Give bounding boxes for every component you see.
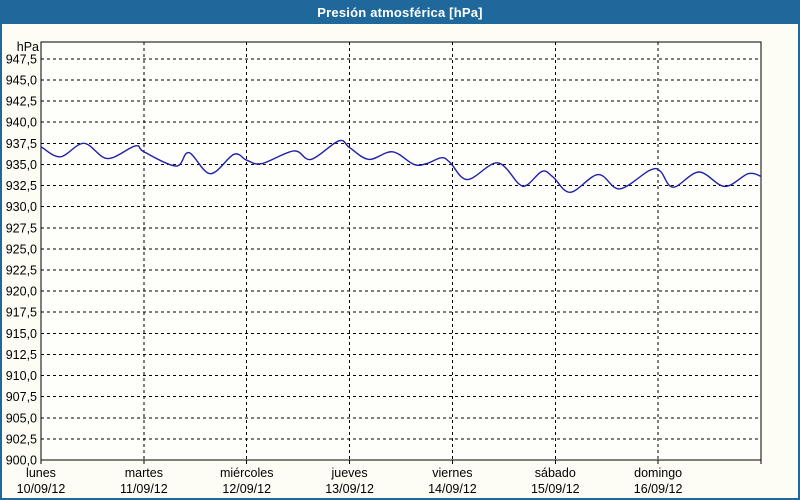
x-date-label: 10/09/12 [17,482,66,496]
chart-title: Presión atmosférica [hPa] [317,5,483,20]
x-day-name-label: viernes [432,466,472,480]
y-tick-label: 922,5 [6,264,37,278]
y-tick-label: 915,0 [6,327,37,341]
plot-background [41,42,761,460]
y-tick-label: 932,5 [6,179,37,193]
plot-border [40,41,762,461]
y-tick-label: 917,5 [6,306,37,320]
y-tick-label: 947,5 [6,52,37,66]
y-tick-label: 945,0 [6,74,37,88]
x-date-label: 14/09/12 [428,482,477,496]
y-tick-label: 910,0 [6,369,37,383]
x-day-name-label: martes [125,466,163,480]
x-day-name-label: sábado [535,466,576,480]
x-date-label: 15/09/12 [531,482,580,496]
y-axis-unit-label: hPa [16,40,39,54]
y-tick-label: 925,0 [6,242,37,256]
y-tick-label: 940,0 [6,116,37,130]
x-date-label: 12/09/12 [222,482,271,496]
y-tick-label: 920,0 [6,285,37,299]
y-tick-label: 935,0 [6,158,37,172]
y-tick-label: 900,0 [6,454,37,468]
pressure-curve [40,139,762,194]
y-tick-label: 912,5 [6,348,37,362]
y-tick-label: 907,5 [6,390,37,404]
x-day-name-label: lunes [26,466,56,480]
y-tick-label: 927,5 [6,221,37,235]
x-day-name-label: jueves [331,466,368,480]
y-tick-label: 942,5 [6,95,37,109]
y-tick-label: 937,5 [6,137,37,151]
x-date-label: 13/09/12 [325,482,374,496]
chart-title-bar: Presión atmosférica [hPa] [2,2,798,24]
y-tick-label: 930,0 [6,200,37,214]
x-day-name-label: miércoles [220,466,274,480]
x-date-label: 16/09/12 [634,482,683,496]
x-day-name-label: domingo [634,466,682,480]
x-date-label: 11/09/12 [120,482,168,496]
y-tick-label: 905,0 [6,411,37,425]
y-tick-label: 902,5 [6,432,37,446]
